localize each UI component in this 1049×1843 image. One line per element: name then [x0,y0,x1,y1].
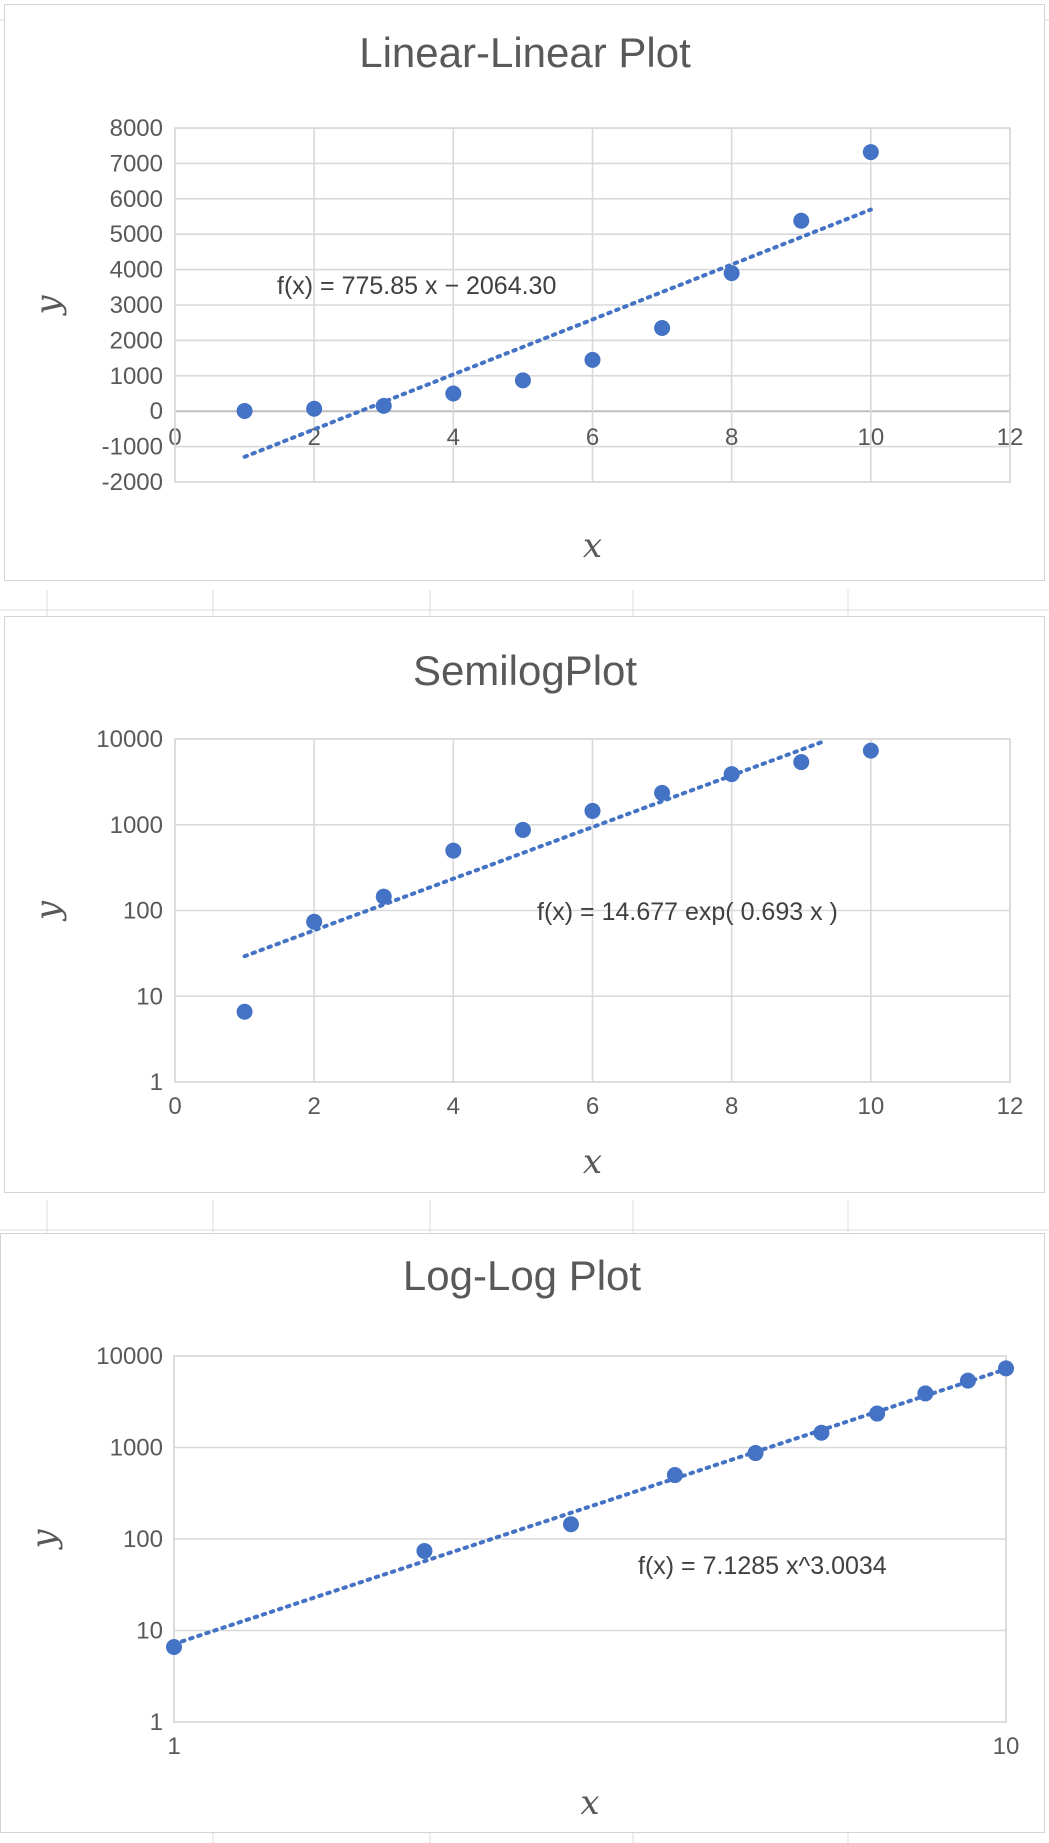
data-point [666,1467,683,1484]
x-tick-label: 6 [586,1093,599,1120]
plot-area [174,738,1011,1083]
data-point [306,400,323,417]
trendline [242,207,873,459]
data-point [959,1372,976,1389]
y-tick-label: 4000 [110,257,163,284]
chart-title: Log-Log Plot [403,1252,642,1299]
data-point [236,1003,253,1020]
data-point [166,1639,182,1656]
data-point [445,842,462,859]
y-tick-label: -2000 [102,469,163,496]
y-axis-label: y [24,1529,64,1551]
data-point [813,1424,830,1441]
data-point [514,372,531,389]
x-tick-label: 6 [586,424,599,451]
data-point [862,144,879,161]
x-tick-label: 2 [307,1093,320,1120]
data-point [416,1542,433,1559]
data-point [793,754,810,771]
data-point [236,402,253,419]
x-tick-label: 4 [447,424,460,451]
trendline-equation: f(x) = 14.677 exp( 0.693 x ) [537,898,838,926]
x-tick-label: 10 [857,424,884,451]
trendline-equation: f(x) = 775.85 x − 2064.30 [277,272,556,300]
loglog-chart: Log-Log Plot 1 10 100 1000 10000 1 10 f(x) = 7.1… [24,1252,1020,1823]
data-point [723,766,740,783]
x-tick-label: 10 [857,1093,884,1120]
data-point [998,1360,1014,1377]
semilog-chart-panel[interactable]: SemilogPlot 1 10 100 1000 10000 0 2 4 6 8 10 12 f(x) … [4,616,1045,1193]
data-point [514,821,531,838]
x-tick-label: 8 [725,424,738,451]
plot-area [173,1355,1007,1723]
x-tick-label: 1 [167,1733,180,1760]
data-point [654,784,671,801]
x-tick-label: 0 [168,1093,181,1120]
linear-chart: Linear-Linear Plot -2000 -1000 0 1000 2000 300… [28,29,1023,566]
y-tick-label: 10000 [96,1343,163,1370]
y-tick-label: 100 [123,1526,163,1553]
plot-area [174,127,1011,483]
data-point [562,1516,579,1533]
x-tick-label: 10 [993,1733,1020,1760]
chart-title: SemilogPlot [413,647,637,694]
y-tick-label: 1 [150,1069,163,1096]
x-axis-label: x [580,1783,599,1823]
linear-chart-panel[interactable]: Linear-Linear Plot -2000 -1000 0 1000 2000 300… [4,4,1045,581]
chart-title: Linear-Linear Plot [359,29,691,76]
data-point [584,802,601,819]
data-point [584,351,601,368]
data-point [375,888,392,905]
y-tick-label: 5000 [110,221,163,248]
x-axis-label: x [583,526,602,566]
y-tick-label: 1000 [110,1435,163,1462]
data-point [654,320,671,337]
y-axis-label: y [28,295,68,317]
y-tick-label: 3000 [110,292,163,319]
trendline [242,738,828,959]
data-point [306,913,323,930]
x-tick-label: 12 [997,1093,1024,1120]
data-point [917,1385,934,1402]
data-point [747,1445,764,1462]
trendline-equation: f(x) = 7.1285 x^3.0034 [638,1552,887,1580]
x-tick-label: 8 [725,1093,738,1120]
y-tick-label: 100 [123,898,163,925]
y-tick-label: 7000 [110,150,163,177]
data-point [723,265,740,282]
data-point [862,742,879,759]
y-tick-label: 1000 [110,812,163,839]
y-tick-label: 0 [150,398,163,425]
data-point [869,1405,886,1422]
y-tick-label: 1 [150,1709,163,1736]
y-tick-label: 8000 [110,115,163,142]
x-axis-label: x [583,1142,602,1182]
semilog-chart: SemilogPlot 1 10 100 1000 10000 0 2 4 6 8 10 12 f(x) … [28,647,1024,1182]
y-tick-label: 6000 [110,186,163,213]
y-tick-label: 2000 [110,327,163,354]
y-tick-label: 1000 [110,363,163,390]
y-tick-label: 10 [136,983,163,1010]
loglog-chart-panel[interactable]: Log-Log Plot 1 10 100 1000 10000 1 10 f(x) = 7.1… [0,1233,1045,1833]
y-tick-label: 10000 [96,726,163,753]
y-tick-label: -1000 [102,434,163,461]
y-tick-label: 10 [136,1618,163,1645]
trendline [172,1367,1008,1646]
data-point [445,385,462,402]
data-point [793,212,810,229]
y-axis-label: y [28,900,68,922]
data-point [375,397,392,414]
x-tick-label: 4 [447,1093,460,1120]
